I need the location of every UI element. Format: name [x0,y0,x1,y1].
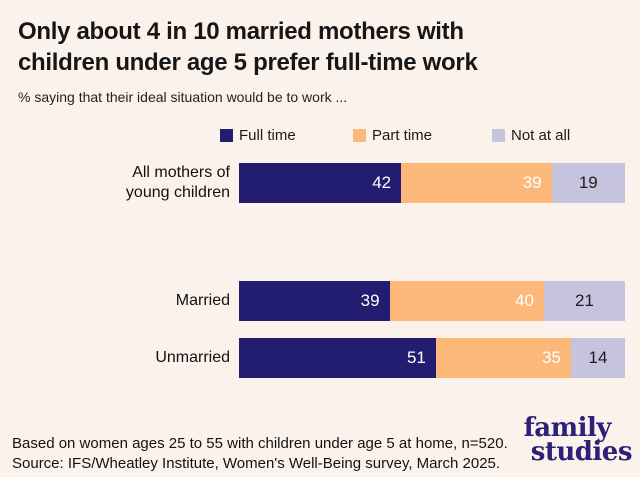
bar-segment-part-time: 35 [435,338,571,378]
bar-segment-full-time: 51 [239,338,436,378]
chart-row-married: Married 39 40 21 [0,281,640,321]
legend-swatch-icon [353,129,366,142]
category-label: All mothers of young children [125,164,230,201]
chart-row-all-mothers-of-young-children: All mothers of young children 42 39 19 [0,163,640,203]
legend-item-part-time: Part time [353,127,432,144]
chart-row-unmarried: Unmarried 51 35 14 [0,338,640,378]
bar-segment-full-time: 42 [239,163,402,203]
bar-segment-part-time: 40 [389,281,544,321]
legend-label: Part time [372,127,433,144]
legend-swatch-icon [492,129,505,142]
bar-segment-not-at-all: 19 [551,163,625,203]
bar-segment-full-time: 39 [239,281,390,321]
stacked-bar: 51 35 14 [239,338,625,378]
legend-item-not-at-all: Not at all [492,127,570,144]
legend-item-full-time: Full time [220,127,296,144]
legend-label: Full time [239,127,296,144]
legend-swatch-icon [220,129,233,142]
logo-word-family: family [523,413,612,443]
legend-label: Not at all [511,127,571,144]
bar-segment-not-at-all: 14 [570,338,625,378]
chart-title: Only about 4 in 10 married mothers with … [18,18,478,77]
logo-word-studies: studies [530,437,633,467]
source-note: Based on women ages 25 to 55 with childr… [12,434,508,474]
bar-segment-not-at-all: 21 [543,281,625,321]
source-note-line1: Based on women ages 25 to 55 with childr… [12,435,508,452]
family-studies-logo: family studies [523,413,633,467]
source-note-line2: Source: IFS/Wheatley Institute, Women's … [12,455,501,472]
stacked-bar: 39 40 21 [239,281,625,321]
chart-subtitle: % saying that their ideal situation woul… [18,89,348,105]
category-label: Unmarried [155,349,230,366]
bar-segment-part-time: 39 [401,163,552,203]
stacked-bar: 42 39 19 [239,163,625,203]
category-label: Married [175,292,230,309]
